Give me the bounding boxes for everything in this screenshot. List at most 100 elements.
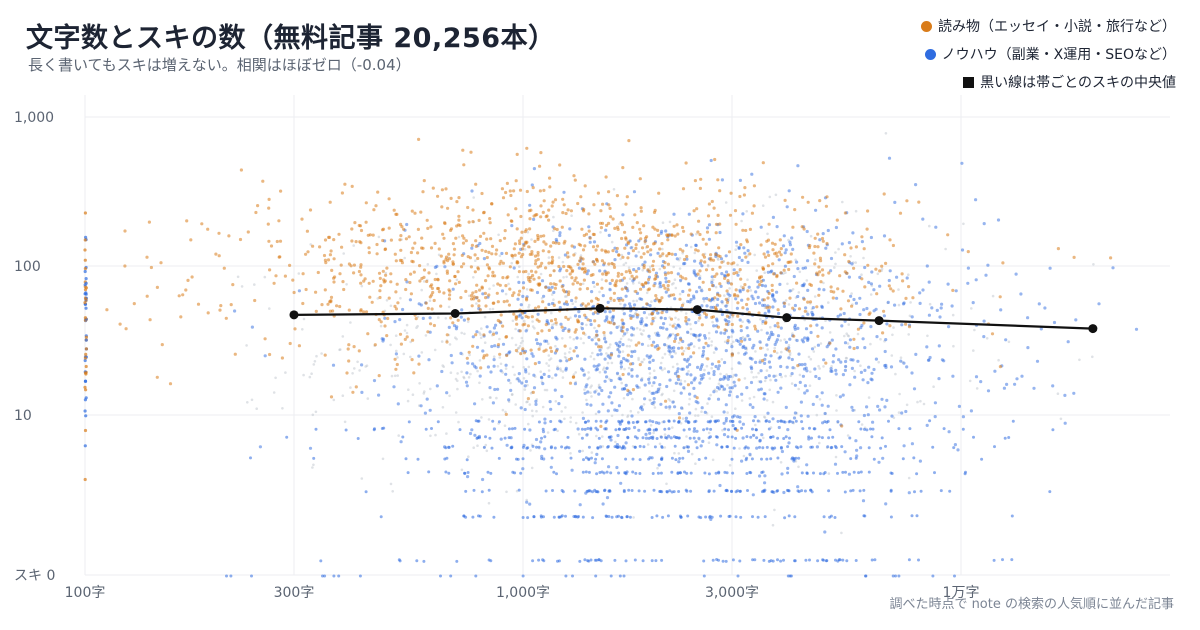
scatter-point-reading bbox=[539, 234, 543, 238]
scatter-point-reading bbox=[514, 179, 518, 183]
scatter-point-howto bbox=[889, 515, 893, 519]
scatter-point-edge bbox=[83, 258, 87, 262]
median-point bbox=[692, 305, 702, 315]
scatter-point-reading bbox=[748, 227, 753, 231]
scatter-point-reading bbox=[377, 374, 381, 378]
scatter-point-howto bbox=[797, 490, 801, 494]
scatter-point-howto bbox=[795, 338, 799, 343]
scatter-point-howto bbox=[778, 282, 782, 286]
scatter-point-other bbox=[897, 288, 900, 291]
scatter-point-howto bbox=[624, 441, 628, 445]
scatter-point-howto bbox=[567, 446, 571, 450]
scatter-point-howto bbox=[882, 234, 887, 238]
scatter-point-howto bbox=[720, 385, 725, 389]
scatter-point-howto bbox=[674, 326, 678, 330]
scatter-point-howto bbox=[804, 306, 808, 310]
scatter-point-howto bbox=[809, 330, 813, 335]
scatter-point-reading bbox=[714, 252, 718, 256]
scatter-point-reading bbox=[332, 257, 336, 261]
scatter-point-other bbox=[707, 331, 711, 335]
scatter-point-howto bbox=[428, 408, 432, 412]
scatter-point-howto bbox=[637, 267, 641, 271]
scatter-point-reading bbox=[629, 316, 633, 320]
scatter-point-howto bbox=[686, 299, 690, 304]
scatter-point-reading bbox=[430, 307, 434, 311]
scatter-point-howto bbox=[834, 372, 838, 376]
scatter-point-howto bbox=[728, 390, 732, 394]
scatter-point-other bbox=[552, 215, 555, 219]
scatter-point-reading bbox=[300, 217, 304, 221]
scatter-point-reading bbox=[739, 243, 743, 247]
scatter-point-reading bbox=[595, 282, 600, 286]
scatter-point-howto bbox=[722, 410, 726, 414]
scatter-point-edge bbox=[83, 248, 87, 252]
scatter-point-howto bbox=[830, 338, 834, 342]
scatter-point-reading bbox=[145, 255, 149, 259]
scatter-point-howto bbox=[793, 411, 798, 415]
scatter-point-reading bbox=[554, 321, 558, 325]
scatter-point-reading bbox=[739, 324, 743, 328]
scatter-point-howto bbox=[471, 362, 475, 366]
scatter-point-reading bbox=[155, 375, 159, 379]
scatter-point-other bbox=[530, 238, 533, 241]
scatter-point-howto bbox=[752, 343, 756, 347]
scatter-point-howto bbox=[615, 465, 619, 470]
scatter-point-howto bbox=[817, 376, 821, 381]
scatter-point-howto bbox=[730, 457, 734, 461]
scatter-point-howto bbox=[591, 516, 595, 520]
scatter-point-howto bbox=[878, 408, 882, 412]
scatter-point-howto bbox=[762, 558, 766, 562]
scatter-point-reading bbox=[496, 318, 500, 323]
scatter-point-howto bbox=[573, 489, 577, 493]
scatter-point-howto bbox=[775, 338, 780, 342]
scatter-point-other bbox=[504, 410, 507, 414]
scatter-point-howto bbox=[460, 308, 464, 312]
scatter-point-howto bbox=[608, 310, 612, 314]
scatter-point-reading bbox=[666, 262, 671, 266]
scatter-point-reading bbox=[634, 343, 638, 347]
scatter-point-reading bbox=[425, 218, 429, 222]
scatter-point-howto bbox=[689, 342, 693, 346]
scatter-point-howto bbox=[605, 375, 609, 379]
scatter-point-other bbox=[716, 257, 719, 260]
scatter-point-other bbox=[919, 399, 922, 403]
scatter-point-reading bbox=[816, 245, 820, 249]
scatter-point-other bbox=[526, 400, 529, 404]
scatter-point-howto bbox=[587, 445, 591, 449]
scatter-point-howto bbox=[707, 237, 712, 241]
scatter-point-howto bbox=[655, 514, 659, 518]
scatter-point-other bbox=[236, 275, 240, 279]
scatter-point-howto bbox=[844, 364, 848, 369]
scatter-point-other bbox=[726, 383, 729, 387]
scatter-point-howto bbox=[672, 490, 676, 494]
scatter-point-reading bbox=[604, 271, 608, 275]
scatter-point-howto bbox=[447, 471, 451, 475]
scatter-point-other bbox=[784, 374, 787, 378]
scatter-point-other bbox=[649, 399, 652, 402]
scatter-point-howto bbox=[510, 446, 514, 450]
scatter-point-howto bbox=[914, 352, 918, 356]
scatter-point-howto bbox=[708, 514, 712, 518]
scatter-point-howto bbox=[690, 381, 694, 385]
scatter-point-reading bbox=[538, 164, 542, 168]
scatter-point-howto bbox=[879, 446, 883, 450]
scatter-point-other bbox=[671, 332, 675, 336]
scatter-point-other bbox=[828, 331, 832, 334]
scatter-point-howto bbox=[609, 378, 613, 383]
scatter-point-other bbox=[301, 328, 304, 331]
scatter-point-reading bbox=[730, 352, 734, 356]
scatter-point-howto bbox=[843, 368, 848, 372]
scatter-point-howto bbox=[594, 419, 598, 423]
scatter-point-howto bbox=[470, 428, 474, 432]
scatter-point-howto bbox=[763, 515, 767, 519]
scatter-point-reading bbox=[505, 276, 509, 280]
scatter-point-reading bbox=[238, 237, 243, 242]
scatter-point-other bbox=[620, 381, 623, 385]
scatter-point-howto bbox=[598, 269, 602, 273]
scatter-point-reading bbox=[753, 324, 757, 328]
scatter-point-reading bbox=[396, 301, 400, 305]
scatter-point-howto bbox=[463, 471, 467, 475]
scatter-point-howto bbox=[801, 427, 805, 431]
scatter-point-howto bbox=[500, 289, 505, 293]
scatter-point-howto bbox=[399, 440, 403, 444]
